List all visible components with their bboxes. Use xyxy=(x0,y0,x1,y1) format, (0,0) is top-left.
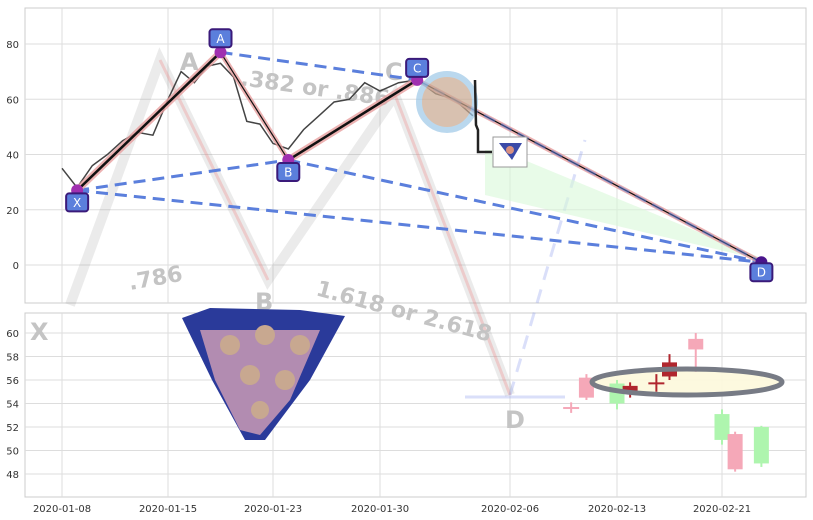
pattern-leg xyxy=(219,51,289,161)
watermark-label-a: A xyxy=(180,48,199,76)
y-tick-label-top: 40 xyxy=(6,151,19,162)
candle-body xyxy=(714,414,730,440)
watermark-label-b: B xyxy=(255,288,273,316)
y-tick-label-bottom: 50 xyxy=(6,447,19,458)
pattern-leg xyxy=(76,51,222,192)
pattern-point-marker-a xyxy=(208,28,233,49)
pattern-point-marker-x xyxy=(65,192,90,213)
dashed-connector xyxy=(220,50,418,82)
top-panel xyxy=(24,7,807,304)
candle-body xyxy=(622,385,638,391)
pattern-point-marker-d xyxy=(749,262,774,283)
pattern-point-label: X xyxy=(73,196,81,210)
x-tick-label: 2020-01-08 xyxy=(33,504,91,515)
bottom-panel xyxy=(24,312,807,498)
y-tick-label-top: 20 xyxy=(6,206,19,217)
target-zone xyxy=(485,150,771,262)
candle-body xyxy=(753,427,769,464)
pattern-leg xyxy=(287,78,418,162)
pattern-point-label: C xyxy=(413,61,421,75)
thumbnail-image xyxy=(492,136,528,168)
y-tick-label-bottom: 60 xyxy=(6,329,19,340)
cartoon-image xyxy=(182,308,345,440)
y-tick-label-bottom: 54 xyxy=(6,400,19,411)
pattern-point-label: A xyxy=(216,32,225,46)
x-tick-label: 2020-01-23 xyxy=(244,504,302,515)
x-tick-label: 2020-01-15 xyxy=(139,504,197,515)
dashed-connector xyxy=(287,158,762,264)
x-tick-label: 2020-02-21 xyxy=(693,504,751,515)
y-tick-label-bottom: 56 xyxy=(6,376,19,387)
y-tick-label-top: 0 xyxy=(13,261,19,272)
watermark-label-c: C xyxy=(385,58,403,86)
pattern-point-label: B xyxy=(284,166,292,180)
pattern-point-marker-c xyxy=(405,57,430,78)
x-tick-label: 2020-01-30 xyxy=(351,504,409,515)
y-tick-label-bottom: 58 xyxy=(6,353,19,364)
candle-body xyxy=(727,434,743,470)
dashed-connector xyxy=(76,158,289,192)
y-tick-label-bottom: 48 xyxy=(6,470,19,481)
highlight-ellipse xyxy=(592,369,782,395)
dashed-connector xyxy=(76,188,762,264)
pattern-point-label: D xyxy=(757,266,766,280)
highlight-ellipse-outline xyxy=(589,366,785,398)
pattern-point-dot xyxy=(214,46,227,59)
x-tick-label: 2020-02-06 xyxy=(481,504,539,515)
candle-body xyxy=(688,338,704,350)
pattern-point-marker-b xyxy=(276,162,301,183)
candle-body xyxy=(563,407,580,410)
candle-body xyxy=(648,382,665,385)
y-tick-label-top: 80 xyxy=(6,40,19,51)
watermark-label-d: D xyxy=(505,406,525,434)
y-tick-label-bottom: 52 xyxy=(6,423,19,434)
watermark-label-x: X xyxy=(30,318,49,346)
highlight-circle xyxy=(416,71,478,133)
y-tick-label-top: 60 xyxy=(6,95,19,106)
price-step-line xyxy=(473,79,492,154)
x-tick-label: 2020-02-13 xyxy=(588,504,646,515)
